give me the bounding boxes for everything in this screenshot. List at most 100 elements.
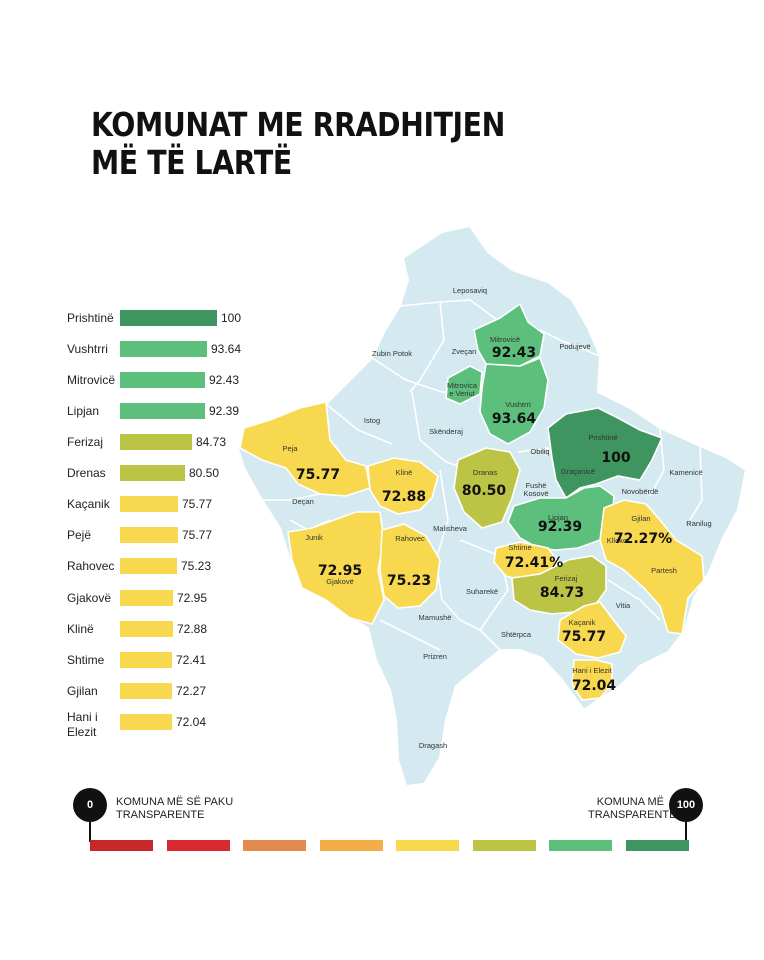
municipality-kacanik	[557, 601, 627, 659]
region-label: Malisheva	[433, 524, 468, 533]
region-label: Zveçan	[452, 347, 477, 356]
scale-segment	[166, 840, 230, 851]
map-value-label: 72.41%	[505, 555, 563, 571]
municipality-hani-elezit	[571, 659, 613, 701]
bar	[120, 372, 205, 388]
bar-value-label: 92.43	[209, 373, 240, 387]
legend-min-value: 0	[86, 799, 94, 811]
page-title: KOMUNAT ME RRADHITJEN MË TË LARTË	[91, 106, 505, 182]
bar-label: Kaçanik	[67, 497, 110, 511]
bar-value-label: 84.73	[196, 435, 227, 449]
title-line-1: KOMUNAT ME RRADHITJEN	[91, 105, 505, 144]
municipality-mitrovica-veriut	[445, 365, 483, 405]
map-value-label: 84.73	[540, 585, 584, 601]
bar	[120, 621, 173, 637]
municipality-rahovec	[379, 523, 441, 609]
value-labels: 92.43 93.64 100 75.77 72.88 80.50 92.39 72.27% 7…	[296, 345, 672, 694]
bar-label: Drenas	[67, 466, 106, 480]
region-label: Zubin Potok	[372, 349, 412, 358]
bar-label: Mitrovicë	[67, 373, 116, 387]
bar-label: Pejë	[67, 528, 92, 542]
region-label: Prizren	[423, 652, 447, 661]
bar	[120, 403, 205, 419]
legend-min-label: KOMUNA MË SË PAKU TRANSPARENTE	[116, 796, 234, 821]
region-labels: Leposaviq Zubin Potok Zveçan Mitrovicë Mitro…	[282, 286, 711, 750]
map-value-label: 92.43	[492, 345, 536, 361]
region-label: Dranas	[473, 468, 497, 477]
region-label: Fushë Kosovë	[523, 481, 548, 498]
bar-value-label: 75.77	[182, 528, 213, 542]
map-value-label: 75.77	[562, 629, 606, 645]
highlighted-municipalities	[239, 302, 705, 701]
region-label: Ranilug	[686, 519, 711, 528]
region-label: Peja	[282, 444, 298, 453]
region-label: Mitrovica e Veriut	[447, 381, 478, 398]
region-label: Junik	[305, 533, 323, 542]
scale-segment	[90, 840, 153, 851]
region-label: Rahovec	[395, 534, 425, 543]
region-label: Gjakovë	[326, 577, 354, 586]
region-label: Leposaviq	[453, 286, 487, 295]
map-value-label: 75.23	[387, 573, 431, 589]
map-value-label: 72.95	[318, 563, 362, 579]
region-label: Obiliq	[530, 447, 549, 456]
legend-min-stem	[89, 820, 91, 842]
municipality-gjakove	[287, 511, 385, 625]
municipality-drenas	[453, 447, 521, 529]
region-label: Suharekë	[466, 587, 498, 596]
map-value-label: 72.27%	[614, 531, 672, 547]
map-value-label: 75.77	[296, 467, 340, 483]
municipality-mitrovice	[473, 302, 545, 371]
region-label: Gjilan	[631, 514, 650, 523]
bar	[120, 341, 207, 357]
region-label: Ferizaj	[555, 574, 578, 583]
ranking-bar-chart: Prishtinë 100 Vushtrri 93.64 Mitrovicë 92.43 L…	[0, 0, 260, 760]
region-label: Shtime	[508, 543, 531, 552]
bar-value-label: 75.23	[181, 559, 212, 573]
bar-value-label: 92.39	[209, 404, 240, 418]
legend-max-value: 100	[676, 799, 696, 811]
bar-value-label: 93.64	[211, 342, 242, 356]
bar-label: Vushtrri	[67, 342, 108, 356]
region-label: Mamushë	[419, 613, 452, 622]
bar-label: Hani i Elezit	[67, 710, 98, 739]
region-label: Kaçanik	[569, 618, 596, 627]
bar-label: Klinë	[67, 622, 94, 636]
bar	[120, 527, 178, 543]
region-label: Lipjan	[548, 513, 568, 522]
bar-label: Ferizaj	[67, 435, 104, 449]
bar-label: Gjilan	[67, 684, 98, 698]
bar-label: Shtime	[67, 653, 105, 667]
scale-segment	[243, 840, 306, 851]
region-label: Podujevë	[559, 342, 590, 351]
bar-value-label: 80.50	[189, 466, 220, 480]
municipality-vushtrri	[479, 356, 549, 445]
municipality-kline	[367, 457, 439, 515]
bar	[120, 714, 172, 730]
bar	[120, 683, 172, 699]
scale-segment	[625, 840, 689, 851]
scale-segment	[549, 840, 612, 851]
region-label: Kamenicë	[669, 468, 702, 477]
bar	[120, 558, 177, 574]
bar-label: Gjakovë	[67, 591, 112, 605]
region-label: Deçan	[292, 497, 314, 506]
bar	[120, 652, 172, 668]
bar-value-label: 72.41	[176, 653, 207, 667]
title-line-2: MË TË LARTË	[91, 143, 292, 182]
region-label: Klinë	[396, 468, 413, 477]
map-value-label: 93.64	[492, 411, 537, 427]
bar-value-label: 100	[221, 311, 242, 325]
scale-segment	[396, 840, 459, 851]
bar-label: Lipjan	[67, 404, 100, 418]
region-label: Shtërpca	[501, 630, 532, 639]
map-value-label: 100	[601, 450, 630, 466]
region-label: Dragash	[419, 741, 447, 750]
region-label: Kllokot	[607, 536, 630, 545]
scale-segment	[472, 840, 536, 851]
region-label: Vitia	[616, 601, 631, 610]
bar	[120, 496, 178, 512]
bar	[120, 434, 192, 450]
legend-max-stem	[685, 820, 687, 842]
